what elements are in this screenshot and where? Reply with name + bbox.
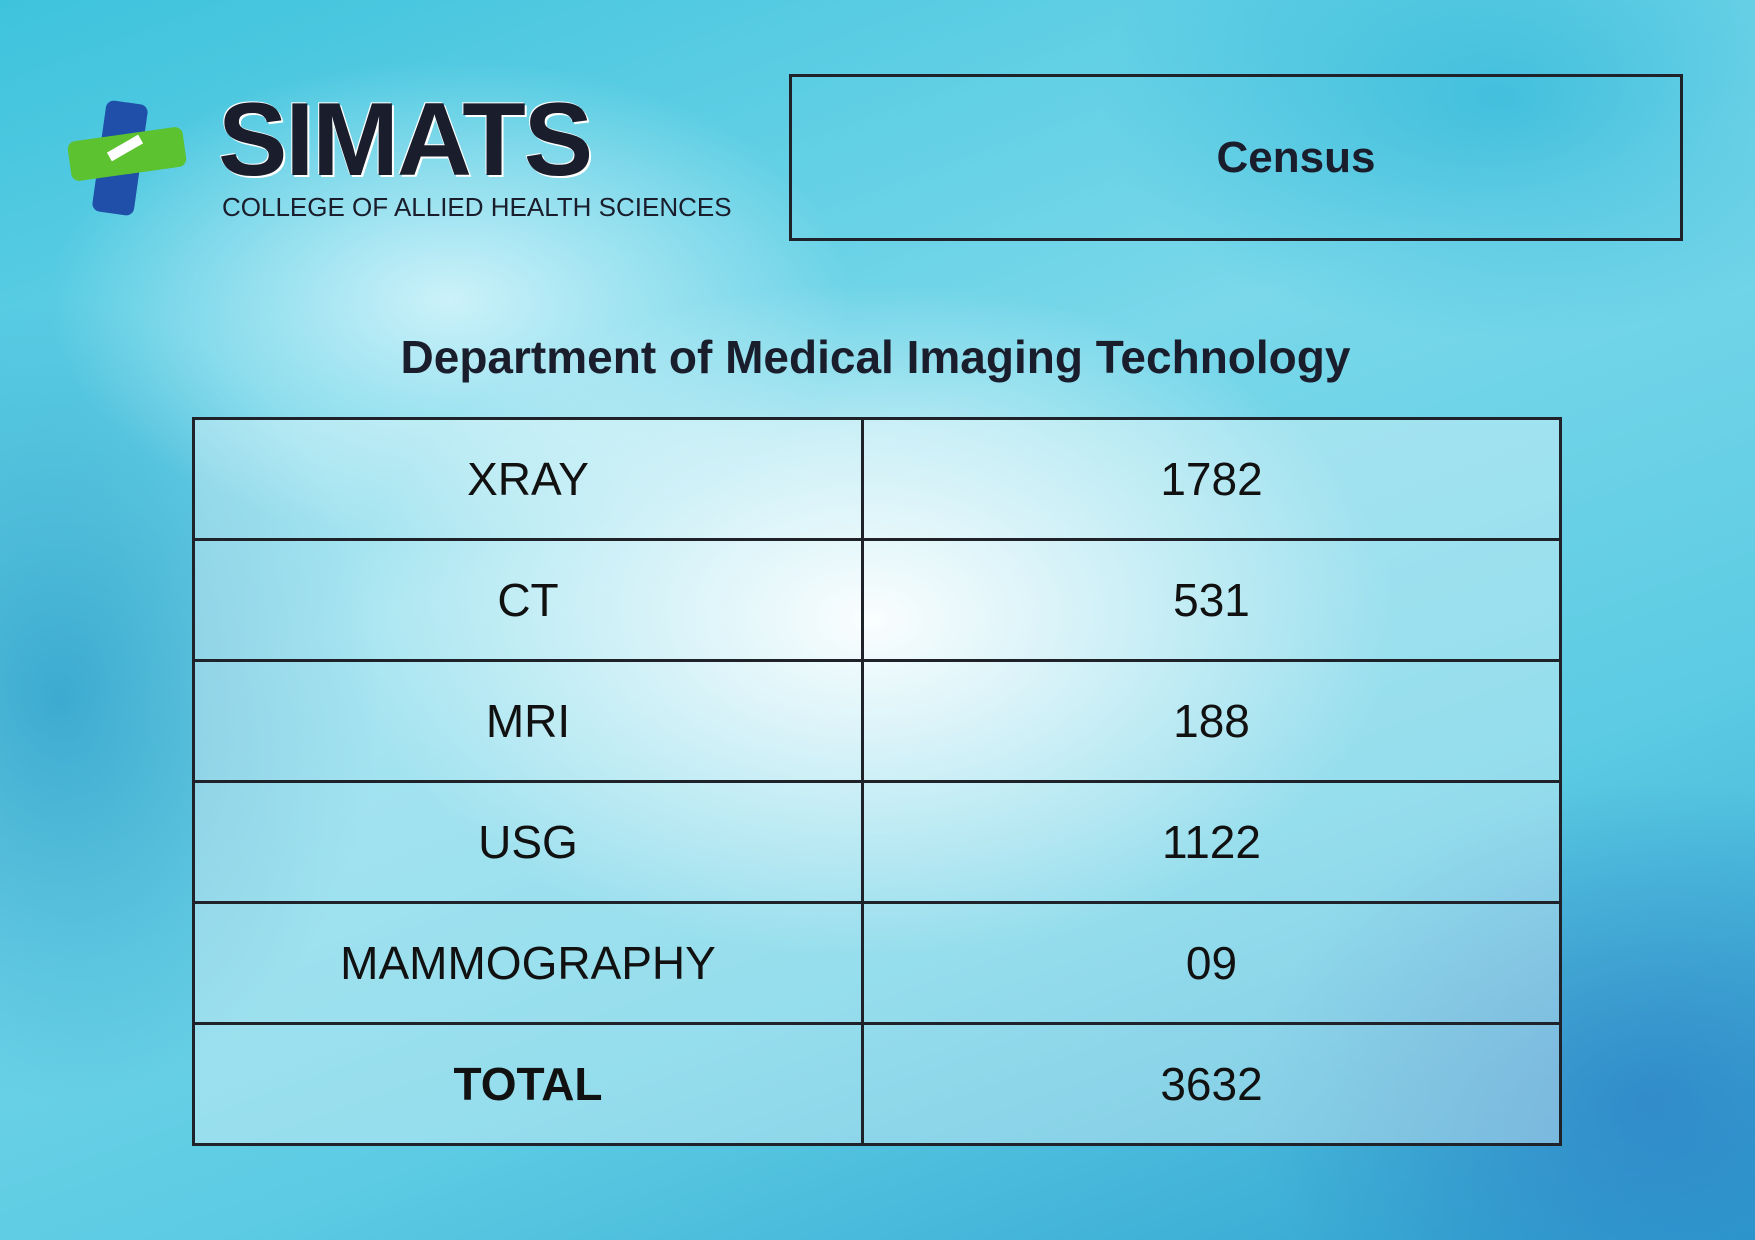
logo-subtitle: COLLEGE OF ALLIED HEALTH SCIENCES [222,192,732,222]
modality-cell: MRI [192,659,864,783]
table-row: XRAY 1782 [192,417,1562,541]
modality-cell: USG [192,780,864,904]
count-cell: 188 [861,659,1562,783]
table-row: USG 1122 [192,780,1562,904]
census-table: XRAY 1782 CT 531 MRI 188 USG 1122 MAMMOGRAPHY 09 T… [192,417,1562,1146]
modality-cell: XRAY [192,417,864,541]
count-cell: 09 [861,901,1562,1025]
logo-text: SIMATS [218,82,593,198]
table-row: MRI 188 [192,659,1562,783]
table-row: MAMMOGRAPHY 09 [192,901,1562,1025]
table-row: TOTAL 3632 [192,1022,1562,1146]
table-row: CT 531 [192,538,1562,662]
count-cell: 531 [861,538,1562,662]
count-cell: 3632 [861,1022,1562,1146]
department-title: Department of Medical Imaging Technology [400,331,1351,383]
modality-cell: TOTAL [192,1022,864,1146]
count-cell: 1782 [861,417,1562,541]
box-title: Census [1216,132,1376,182]
count-cell: 1122 [861,780,1562,904]
logo-icon [67,100,187,216]
modality-cell: CT [192,538,864,662]
modality-cell: MAMMOGRAPHY [192,901,864,1025]
census-box: Census [789,74,1683,241]
